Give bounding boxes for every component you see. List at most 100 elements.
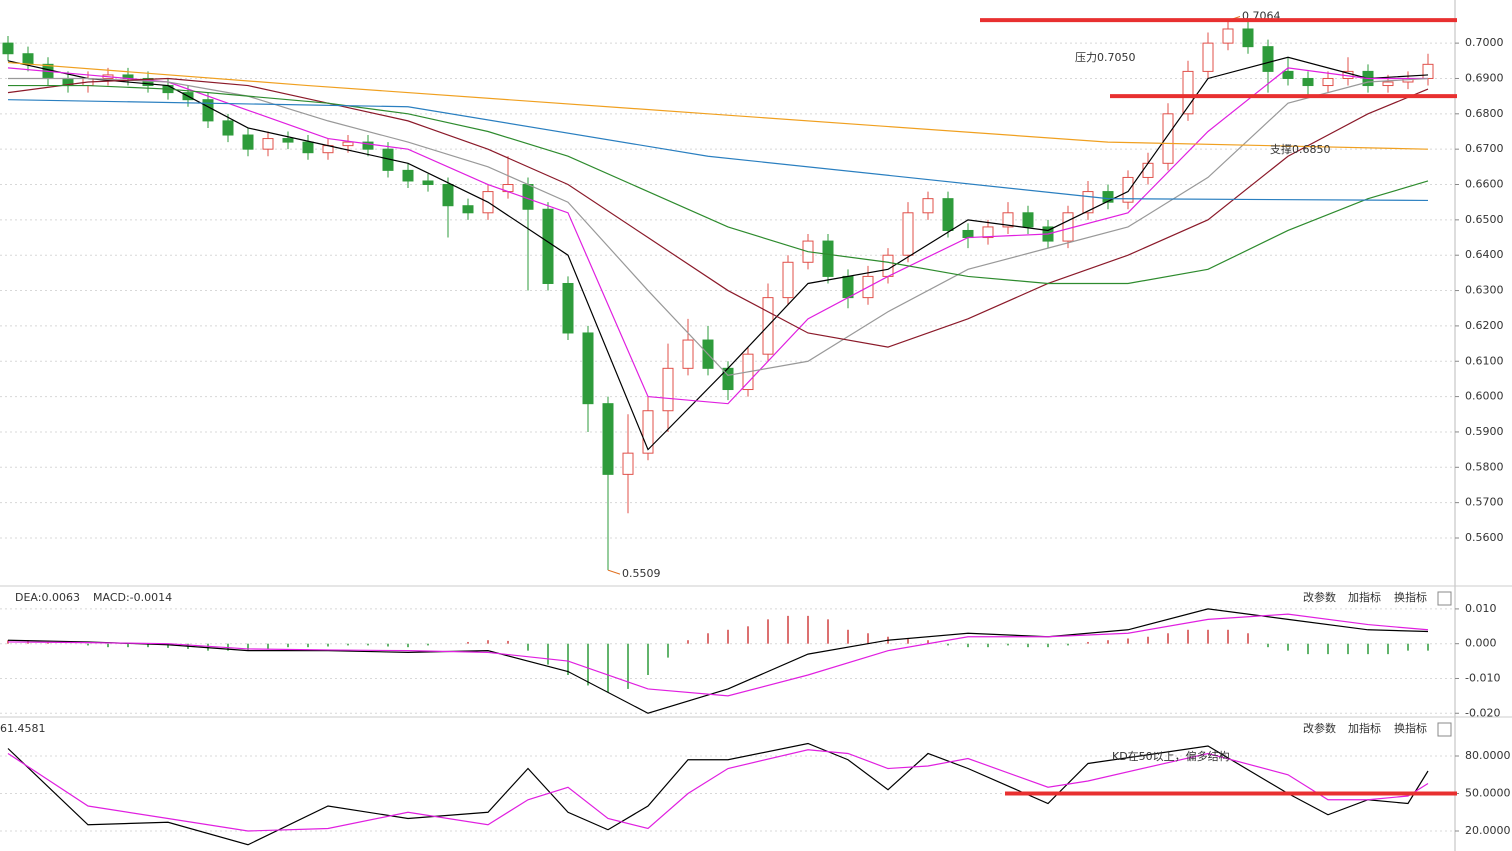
candle-body [1062, 212, 1074, 242]
button[interactable]: 加指标 [1348, 590, 1381, 604]
y-tick-label: 0.6100 [1465, 354, 1504, 367]
button[interactable]: 改参数 [1303, 590, 1336, 604]
candle-body [1322, 77, 1334, 87]
candle-body [262, 138, 274, 150]
candle-body [1302, 77, 1314, 87]
candle-body [242, 134, 254, 150]
y-tick-label: 0.5700 [1465, 496, 1504, 509]
annotation: 压力0.7050 [1075, 51, 1136, 64]
candle-body [822, 240, 834, 277]
candle-body [942, 198, 954, 231]
y-tick-label: 0.5800 [1465, 460, 1504, 473]
candle-body [1242, 28, 1254, 48]
candle-body [1422, 63, 1434, 79]
indicator-line [7, 608, 1429, 714]
candle-body [202, 99, 214, 122]
candle-body [2, 42, 14, 55]
indicator-line [7, 742, 1429, 846]
y-tick-label: 50.0000 [1465, 787, 1511, 800]
button[interactable]: 换指标 [1394, 590, 1427, 604]
candle-body [1262, 46, 1274, 72]
button[interactable]: 换指标 [1394, 721, 1427, 735]
candle-body [782, 261, 794, 299]
y-tick-label: 0.6400 [1465, 248, 1504, 261]
candle-body [1142, 162, 1154, 178]
indicator-line [7, 749, 1429, 832]
candle-body [922, 198, 934, 214]
button[interactable]: 加指标 [1348, 721, 1381, 735]
y-tick-label: 80.0000 [1465, 749, 1511, 762]
candle-body [1182, 70, 1194, 115]
extreme-pointer [607, 569, 621, 575]
y-tick-label: 0.6600 [1465, 178, 1504, 191]
candle-body [142, 77, 154, 87]
y-tick-label: 0.6300 [1465, 284, 1504, 297]
candle-body [602, 403, 614, 475]
candle-body [302, 141, 314, 154]
indicator-line [7, 613, 1429, 697]
close-button[interactable] [1437, 591, 1452, 606]
y-tick-label: 0.6900 [1465, 71, 1504, 84]
indicator-header: DEA:0.0063 [15, 591, 80, 604]
candle-body [282, 138, 294, 143]
y-tick-label: 0.5600 [1465, 531, 1504, 544]
candle-body [222, 120, 234, 136]
candle-body [982, 226, 994, 239]
y-tick-label: 0.6800 [1465, 107, 1504, 120]
indicator-line [7, 99, 1429, 202]
candle-body [422, 180, 434, 186]
candle-body [442, 184, 454, 207]
indicator-line [7, 56, 1429, 451]
candle-body [842, 275, 854, 299]
y-tick-label: 0.6000 [1465, 390, 1504, 403]
extreme-label: 0.5509 [622, 567, 661, 580]
candle-body [1282, 70, 1294, 79]
candle-body [662, 367, 674, 412]
candle-body [1002, 212, 1014, 228]
candle-body [1082, 191, 1094, 214]
y-tick-label: 20.0000 [1465, 824, 1511, 837]
annotation: KD在50以上，偏多结构 [1112, 749, 1230, 763]
candle-body [642, 410, 654, 454]
candle-body [882, 254, 894, 277]
candle-body [1022, 212, 1034, 228]
y-tick-label: 0.6700 [1465, 142, 1504, 155]
indicator-line [7, 67, 1428, 405]
candle-body [682, 339, 694, 369]
candle-body [542, 208, 554, 284]
indicator-line [8, 84, 1429, 285]
candle-body [962, 229, 974, 239]
indicator-header: MACD:-0.0014 [93, 591, 172, 604]
close-button[interactable] [1437, 722, 1452, 737]
candle-body [462, 205, 474, 214]
candle-body [342, 141, 354, 147]
y-tick-label: 0.000 [1465, 637, 1497, 650]
candle-body [362, 141, 374, 150]
candle-body [402, 169, 414, 182]
candle-body [622, 452, 634, 475]
button[interactable]: 改参数 [1303, 721, 1336, 735]
candle-body [1102, 191, 1114, 203]
annotation: 支撑0.6850 [1270, 142, 1331, 156]
y-tick-label: -0.020 [1465, 706, 1500, 719]
y-tick-label: -0.010 [1465, 671, 1500, 684]
candle-body [22, 53, 34, 65]
y-tick-label: 0.6500 [1465, 213, 1504, 226]
indicator-line [7, 61, 1429, 150]
indicator-line [7, 77, 1429, 348]
candle-body [1222, 28, 1234, 44]
candle-body [902, 212, 914, 256]
y-tick-label: 0.010 [1465, 602, 1497, 615]
candle-body [1382, 81, 1394, 87]
candle-body [562, 282, 574, 334]
y-tick-label: 0.5900 [1465, 425, 1504, 438]
candle-body [1202, 42, 1214, 72]
y-tick-label: 0.6200 [1465, 319, 1504, 332]
candle-body [1162, 113, 1174, 164]
y-tick-label: 0.7000 [1465, 36, 1504, 49]
candle-body [1122, 176, 1134, 203]
indicator-header: 61.4581 [0, 722, 46, 735]
candle-body [582, 332, 594, 405]
